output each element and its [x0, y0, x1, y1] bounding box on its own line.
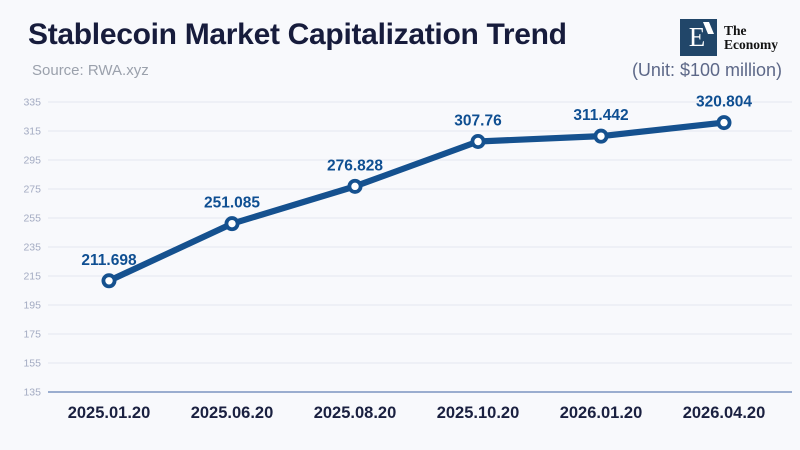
data-point-label: 251.085: [204, 195, 260, 212]
x-tick-label: 2025.01.20: [68, 404, 151, 422]
data-point-label: 307.76: [454, 112, 502, 129]
brand-name-line2: Economy: [724, 36, 778, 52]
page-title: Stablecoin Market Capitalization Trend: [28, 18, 567, 51]
x-tick-label: 2025.08.20: [314, 404, 397, 422]
data-point-marker: [224, 216, 240, 232]
y-tick-label: 195: [23, 300, 41, 312]
source-label: Source: RWA.xyz: [32, 62, 149, 79]
y-tick-label: 315: [23, 126, 41, 138]
data-point-label: 211.698: [81, 252, 137, 269]
y-tick-label: 175: [23, 329, 41, 341]
unit-label: (Unit: $100 million): [631, 60, 782, 80]
trend-line: [105, 119, 728, 284]
data-point-marker: [347, 178, 363, 194]
y-tick-label: 235: [23, 242, 41, 254]
logo-letter: E: [688, 22, 706, 52]
data-point-label: 311.442: [573, 107, 628, 124]
y-tick-label: 255: [23, 213, 41, 225]
y-tick-label: 135: [23, 387, 41, 399]
x-tick-label: 2025.10.20: [437, 404, 520, 422]
data-point-label: 320.804: [696, 94, 752, 111]
y-tick-label: 215: [23, 271, 41, 283]
logo-accent-icon: [703, 22, 714, 34]
data-point-marker: [593, 128, 609, 144]
economy-logo-icon: E: [680, 19, 717, 56]
brand-logo: E The Economy: [680, 19, 778, 56]
data-point-marker: [470, 133, 486, 149]
x-tick-label: 2026.04.20: [683, 404, 766, 422]
y-tick-label: 155: [23, 358, 41, 370]
brand-name: The Economy: [724, 22, 778, 52]
data-point-marker: [101, 273, 117, 289]
data-point-marker: [716, 115, 732, 131]
y-tick-label: 275: [23, 184, 41, 196]
y-tick-label: 295: [23, 155, 41, 167]
x-tick-label: 2026.01.20: [560, 404, 643, 422]
x-tick-label: 2025.06.20: [191, 404, 274, 422]
data-point-label: 276.828: [327, 157, 383, 174]
y-tick-label: 335: [23, 97, 41, 109]
brand-name-line1: The: [724, 22, 747, 38]
